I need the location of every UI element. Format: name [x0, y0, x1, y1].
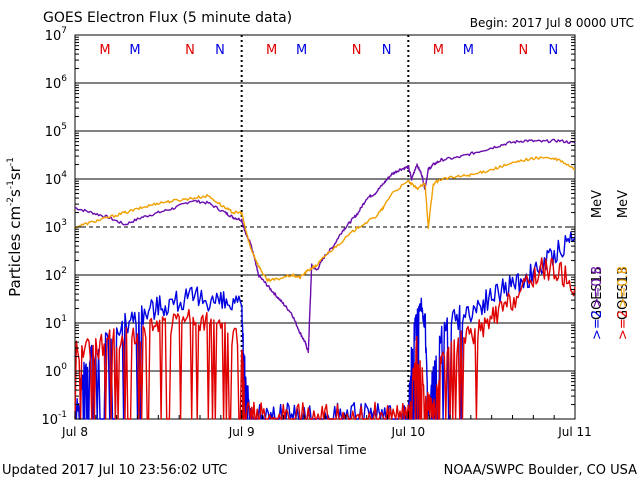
legend-gte2-goes13: >=2 [616, 310, 631, 340]
mn-marker: N [352, 43, 362, 58]
legend-gte08-goes13: >=0.8 [616, 266, 631, 308]
mn-marker: M [433, 43, 444, 58]
y-tick-label: 107 [45, 26, 67, 44]
y-tick-label: 106 [45, 74, 68, 92]
x-tick-label: Jul 9 [228, 425, 255, 439]
y-tick-label: 102 [45, 266, 67, 284]
grid-lines [75, 82, 575, 372]
x-tick-label: Jul 11 [557, 425, 592, 439]
source-credit: NOAA/SWPC Boulder, CO USA [444, 463, 637, 478]
begin-date: Begin: 2017 Jul 8 0000 UTC [470, 16, 634, 30]
y-tick-label: 103 [45, 218, 67, 236]
y-axis-label: Particles cm-2s-1sr-1 [6, 157, 24, 297]
mn-marker: N [518, 43, 528, 58]
updated-timestamp: Updated 2017 Jul 10 23:56:02 UTC [2, 463, 227, 478]
legend-goes13: GOES13 [616, 267, 631, 320]
y-axis-ticks: 10-1 100 101 102 103 104 105 106 107 [41, 26, 575, 428]
series-line [74, 257, 576, 420]
legend-gte08-goes15: >=0.8 [590, 266, 605, 308]
y-tick-label: 105 [45, 122, 67, 140]
mn-marker: M [296, 43, 307, 58]
chart-title: GOES Electron Flux (5 minute data) [43, 10, 292, 26]
mn-marker: M [463, 43, 474, 58]
y-tick-label: 101 [45, 314, 67, 332]
x-axis-label: Universal Time [277, 443, 366, 457]
series-line [74, 156, 575, 282]
legend-goes15: GOES15 [590, 267, 605, 320]
mn-marker: M [129, 43, 140, 58]
y-tick-label: 100 [45, 362, 68, 380]
mn-marker: N [185, 43, 195, 58]
series-line [74, 138, 576, 354]
mn-marker: N [382, 43, 392, 58]
mn-marker: M [99, 43, 110, 58]
x-tick-label: Jul 10 [391, 425, 426, 439]
legend-mev-goes13: MeV [616, 190, 631, 218]
mn-marker: N [548, 43, 558, 58]
legend-mev-goes15: MeV [590, 190, 605, 218]
series-layer [74, 138, 576, 420]
y-tick-label: 10-1 [41, 410, 67, 428]
x-axis-ticks: Jul 8 Jul 9 Jul 10 Jul 11 [61, 411, 592, 439]
x-tick-label: Jul 8 [61, 425, 88, 439]
mn-marker: M [266, 43, 277, 58]
legend-gte2-goes15: >=2 [590, 310, 605, 340]
y-tick-label: 104 [45, 170, 68, 188]
mn-marker: N [215, 43, 225, 58]
